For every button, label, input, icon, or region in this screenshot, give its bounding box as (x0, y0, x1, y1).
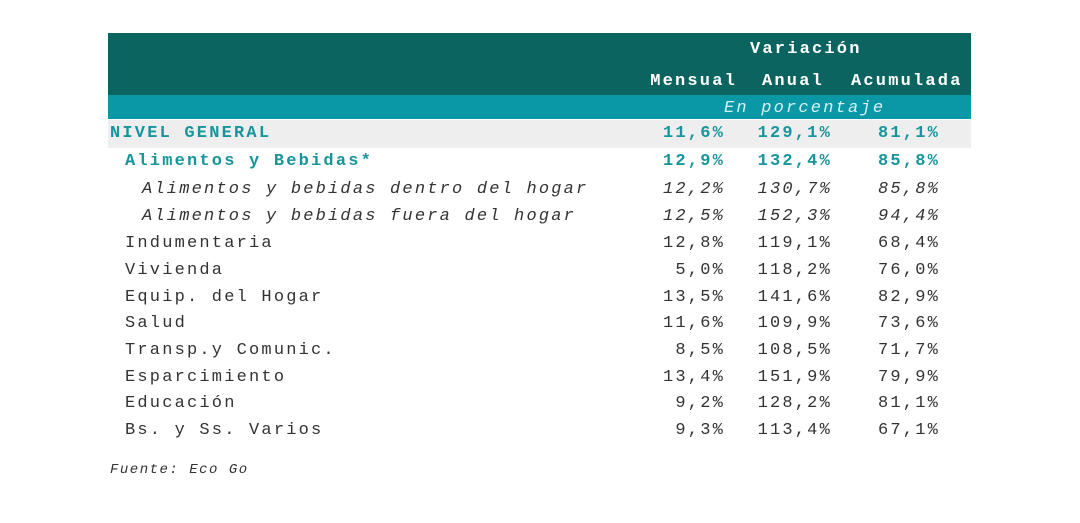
row-label: Alimentos y bebidas dentro del hogar (142, 180, 589, 199)
cell-value: 11,6% (662, 124, 725, 143)
cell-value: 12,9% (662, 152, 725, 171)
cell-value: 9,2% (675, 394, 725, 413)
cell-value: 81,1% (877, 124, 940, 143)
row-label: Transp.y Comunic. (125, 341, 336, 360)
cell-value: 13,4% (662, 368, 725, 387)
cell-value: 94,4% (877, 207, 940, 226)
row-label: Equip. del Hogar (125, 288, 324, 307)
column-header: Anual (762, 72, 825, 91)
row-label: Esparcimiento (125, 368, 287, 387)
cell-value: 151,9% (757, 368, 832, 387)
cell-value: 81,1% (877, 394, 940, 413)
cell-value: 85,8% (877, 180, 940, 199)
cell-value: 82,9% (877, 288, 940, 307)
column-header: Acumulada (851, 72, 963, 91)
column-header: Mensual (650, 72, 737, 91)
cell-value: 12,8% (662, 234, 725, 253)
row-label: Indumentaria (125, 234, 274, 253)
row-label: Educación (125, 394, 237, 413)
row-label: Vivienda (125, 261, 225, 280)
cell-value: 118,2% (757, 261, 832, 280)
cell-value: 152,3% (757, 207, 832, 226)
source: Fuente: Eco Go (110, 462, 249, 478)
cell-value: 8,5% (675, 341, 725, 360)
cell-value: 73,6% (877, 314, 940, 333)
row-label: Alimentos y Bebidas* (125, 152, 374, 171)
highlight-row (108, 120, 971, 148)
cell-value: 119,1% (757, 234, 832, 253)
cell-value: 12,5% (662, 207, 725, 226)
cell-value: 67,1% (877, 421, 940, 440)
cell-value: 128,2% (757, 394, 832, 413)
cell-value: 76,0% (877, 261, 940, 280)
cell-value: 108,5% (757, 341, 832, 360)
cell-value: 9,3% (675, 421, 725, 440)
cell-value: 12,2% (662, 180, 725, 199)
cell-value: 141,6% (757, 288, 832, 307)
cell-value: 79,9% (877, 368, 940, 387)
cell-value: 13,5% (662, 288, 725, 307)
cell-value: 71,7% (877, 341, 940, 360)
subheader-band (108, 95, 971, 119)
row-label: Bs. y Ss. Varios (125, 421, 324, 440)
header-subtitle: En porcentaje (724, 99, 886, 118)
cell-value: 129,1% (757, 124, 832, 143)
cell-value: 5,0% (675, 261, 725, 280)
row-label: NIVEL GENERAL (110, 124, 272, 143)
header-band (108, 33, 971, 95)
cell-value: 130,7% (757, 180, 832, 199)
cell-value: 85,8% (877, 152, 940, 171)
row-label: Alimentos y bebidas fuera del hogar (142, 207, 577, 226)
header-title: Variación (750, 40, 862, 59)
row-label: Salud (125, 314, 188, 333)
cell-value: 113,4% (757, 421, 832, 440)
cell-value: 132,4% (757, 152, 832, 171)
cell-value: 11,6% (662, 314, 725, 333)
cell-value: 109,9% (757, 314, 832, 333)
cell-value: 68,4% (877, 234, 940, 253)
